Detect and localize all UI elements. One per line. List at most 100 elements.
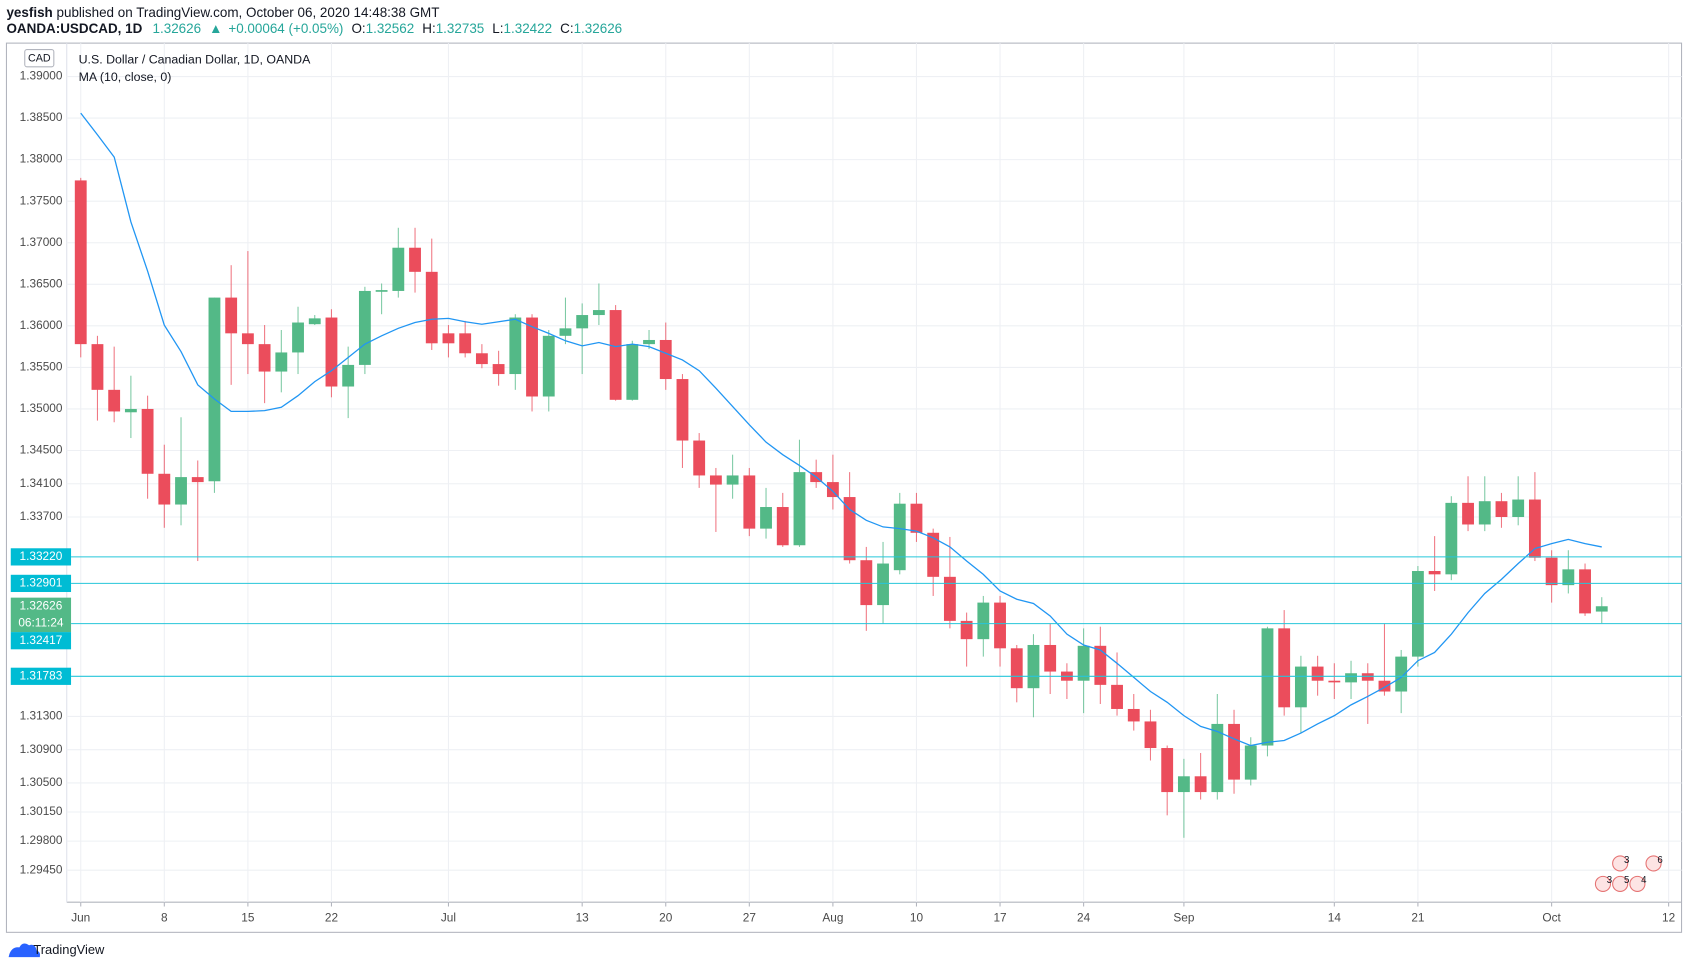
x-tick-label: Aug xyxy=(822,910,843,924)
price-tag-label: 1.31783 xyxy=(20,668,63,682)
candle-body xyxy=(860,560,873,606)
event-badge[interactable] xyxy=(1612,875,1629,892)
event-count: 6 xyxy=(1657,855,1662,866)
ma-line xyxy=(80,112,1602,747)
x-tick-label: 8 xyxy=(161,910,168,924)
candle-body xyxy=(442,333,455,344)
y-tick-label: 1.38500 xyxy=(20,110,63,124)
candle-body xyxy=(342,364,355,387)
y-tick-label: 1.37500 xyxy=(20,193,63,207)
x-tick-label: 22 xyxy=(325,910,338,924)
change-arrow: ▲ xyxy=(209,21,222,36)
candle-body xyxy=(1144,721,1157,749)
candle-body xyxy=(1545,557,1558,586)
candle-body xyxy=(1261,628,1274,746)
candle-body xyxy=(960,620,973,640)
candle-body xyxy=(1512,499,1525,517)
candle-body xyxy=(325,317,338,387)
ma-legend: MA (10, close, 0) xyxy=(79,70,172,84)
price-tag xyxy=(10,574,72,593)
event-badge[interactable] xyxy=(1645,855,1662,872)
x-tick-label: 21 xyxy=(1411,910,1424,924)
header-line-1: yesfish published on TradingView.com, Oc… xyxy=(6,5,439,20)
chart-frame xyxy=(5,42,1683,933)
candle-body xyxy=(910,503,923,533)
price-tag-label: 1.32417 xyxy=(20,633,63,647)
event-badge[interactable] xyxy=(1612,855,1629,872)
countdown: 06:11:24 xyxy=(18,616,64,630)
y-tick-label: 1.30900 xyxy=(20,742,63,756)
candle-body xyxy=(676,379,689,441)
chart-title: U.S. Dollar / Canadian Dollar, 1D, OANDA xyxy=(79,53,312,67)
candle-body xyxy=(643,339,655,345)
candle-body xyxy=(709,475,722,485)
x-tick-label: 12 xyxy=(1662,910,1675,924)
logo-icon xyxy=(8,943,41,958)
x-tick-label: Oct xyxy=(1542,910,1561,924)
candle-body xyxy=(141,408,154,474)
y-tick-label: 1.30500 xyxy=(20,775,63,789)
candle-body xyxy=(292,322,304,353)
candle-body xyxy=(108,389,121,412)
candle-body xyxy=(225,297,238,334)
x-tick-label: Jun xyxy=(71,910,90,924)
candle-body xyxy=(1077,645,1090,681)
candle-body xyxy=(1010,648,1023,689)
x-tick-label: 27 xyxy=(743,910,756,924)
candle-body xyxy=(793,472,806,546)
y-tick-label: 1.29800 xyxy=(20,833,63,847)
candle-body xyxy=(475,353,488,365)
symbol: OANDA:USDCAD, 1D xyxy=(6,21,142,36)
candle-body xyxy=(158,473,171,505)
x-tick-label: 20 xyxy=(659,910,673,924)
y-tick-label: 1.29450 xyxy=(20,862,63,876)
logo: TradingView xyxy=(8,942,105,958)
candle-body xyxy=(1311,666,1324,681)
ohlc-label: L: xyxy=(492,21,503,36)
x-tick-label: 10 xyxy=(910,910,924,924)
candle-body xyxy=(425,271,438,344)
currency-label[interactable]: CAD xyxy=(28,53,51,65)
candle-body xyxy=(994,602,1006,649)
candle-body xyxy=(977,602,990,640)
candle-body xyxy=(776,507,789,546)
candle-body xyxy=(509,317,522,375)
candle-body xyxy=(1228,723,1240,780)
price-tag xyxy=(10,548,72,566)
y-tick-label: 1.38000 xyxy=(20,152,63,166)
candle-body xyxy=(826,482,839,498)
candle-body xyxy=(74,180,87,345)
x-tick-label: 17 xyxy=(993,910,1006,924)
candle-body xyxy=(1177,776,1190,793)
candle-body xyxy=(726,475,739,485)
candle-body xyxy=(1278,628,1291,708)
ohlc-value: 1.32626 xyxy=(574,21,623,36)
candle-body xyxy=(843,497,856,561)
event-badge[interactable] xyxy=(1594,875,1612,892)
candle-body xyxy=(459,333,472,354)
currency-button[interactable] xyxy=(24,49,55,68)
y-tick-label: 1.30150 xyxy=(20,804,63,818)
ohlc-label: C: xyxy=(560,21,573,36)
price-tag-label: 1.32901 xyxy=(20,576,63,590)
y-tick-label: 1.34500 xyxy=(20,443,63,457)
x-tick-label: 14 xyxy=(1328,910,1342,924)
candle-body xyxy=(1395,656,1408,692)
candle-body xyxy=(358,290,371,365)
candle-body xyxy=(626,344,639,400)
candle-body xyxy=(409,247,421,272)
candle-body xyxy=(1478,501,1491,525)
candle-body xyxy=(1127,708,1140,722)
candle-body xyxy=(542,335,555,397)
y-tick-label: 1.31300 xyxy=(20,709,63,723)
candle-body xyxy=(1428,571,1441,575)
event-count: 4 xyxy=(1641,875,1647,886)
y-tick-label: 1.35000 xyxy=(20,401,63,415)
candle-body xyxy=(124,408,137,413)
event-badge[interactable] xyxy=(1629,875,1646,892)
candle-body xyxy=(559,328,572,336)
price-tag-label: 1.33220 xyxy=(20,549,63,563)
candle-body xyxy=(1462,502,1474,525)
